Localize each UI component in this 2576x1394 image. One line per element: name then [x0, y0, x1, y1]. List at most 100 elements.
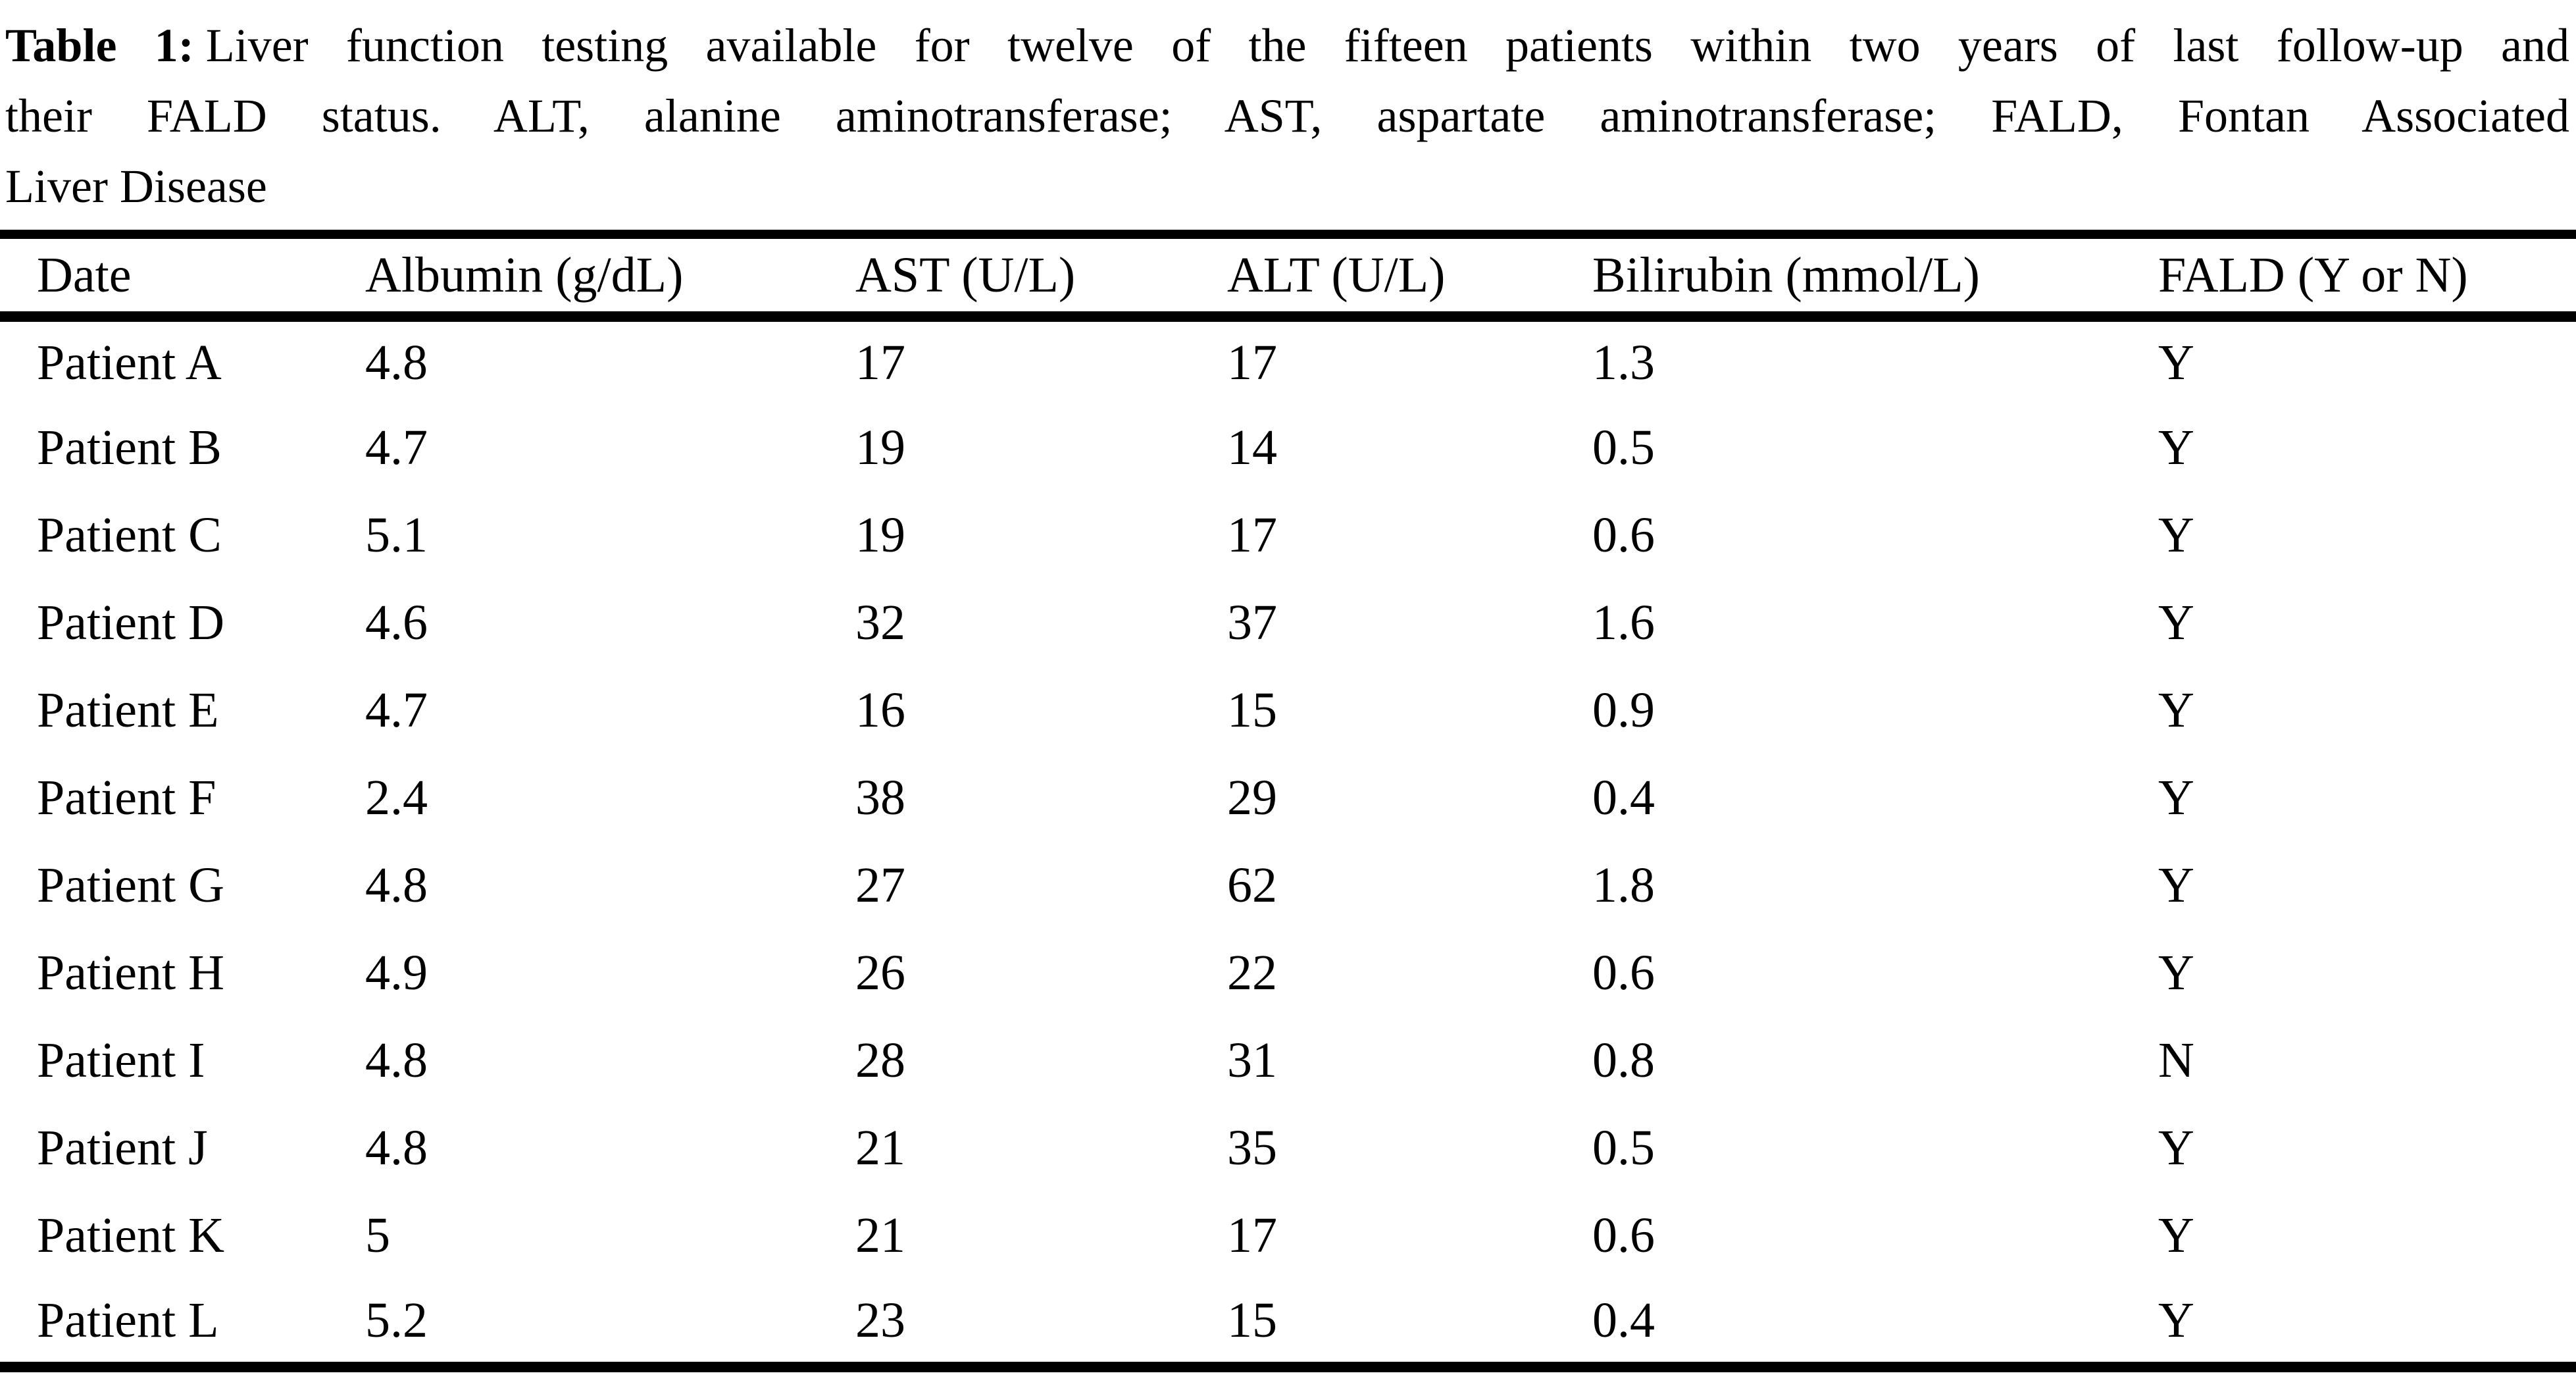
cell-fald: Y — [2158, 595, 2194, 650]
cell-alt: 35 — [1227, 1120, 1277, 1175]
cell-fald: Y — [2158, 420, 2194, 475]
cell-alt: 22 — [1227, 945, 1277, 1000]
cell-fald: N — [2158, 1033, 2194, 1088]
cell-alt: 31 — [1227, 1033, 1277, 1088]
cell-date: Patient L — [37, 1293, 219, 1348]
caption-line-3: Liver Disease — [5, 151, 2569, 222]
cell-alt: 62 — [1227, 858, 1277, 913]
cell-albumin: 4.7 — [365, 420, 428, 475]
table-number-label: Table 1: — [5, 19, 194, 72]
cell-ast: 16 — [855, 683, 905, 738]
cell-date: Patient I — [37, 1033, 205, 1088]
table-row: Patient F 2.4 38 29 0.4 Y — [0, 754, 2576, 842]
cell-ast: 32 — [855, 595, 905, 650]
cell-alt: 14 — [1227, 420, 1277, 475]
cell-date: Patient C — [37, 507, 222, 563]
table-row: Patient K 5 21 17 0.6 Y — [0, 1192, 2576, 1279]
cell-bilirubin: 0.9 — [1592, 683, 1655, 738]
cell-date: Patient B — [37, 420, 222, 475]
cell-date: Patient F — [37, 770, 216, 825]
cell-bilirubin: 1.6 — [1592, 595, 1655, 650]
column-header-bilirubin: Bilirubin (mmol/L) — [1592, 247, 1980, 303]
cell-albumin: 4.8 — [365, 1033, 428, 1088]
cell-alt: 15 — [1227, 683, 1277, 738]
cell-alt: 37 — [1227, 595, 1277, 650]
column-header-fald: FALD (Y or N) — [2158, 247, 2468, 303]
caption-line-2: their FALD status. ALT, alanine aminotra… — [5, 81, 2569, 151]
column-header-alt: ALT (U/L) — [1227, 247, 1446, 303]
cell-albumin: 5.1 — [365, 507, 428, 563]
cell-ast: 17 — [855, 335, 905, 390]
table-caption: Table 1: Liver function testing available… — [0, 0, 2576, 222]
cell-albumin: 4.8 — [365, 858, 428, 913]
cell-fald: Y — [2158, 507, 2194, 563]
table-row: Patient L 5.2 23 15 0.4 Y — [0, 1279, 2576, 1367]
cell-bilirubin: 0.5 — [1592, 1120, 1655, 1175]
liver-function-table: Date Albumin (g/dL) AST (U/L) ALT (U/L) … — [0, 230, 2576, 1372]
table-row: Patient A 4.8 17 17 1.3 Y — [0, 317, 2576, 404]
caption-text-2: their FALD status. ALT, alanine aminotra… — [5, 90, 2569, 142]
column-header-albumin: Albumin (g/dL) — [365, 247, 684, 303]
cell-ast: 21 — [855, 1120, 905, 1175]
table-row: Patient I 4.8 28 31 0.8 N — [0, 1017, 2576, 1104]
cell-alt: 15 — [1227, 1293, 1277, 1348]
cell-ast: 19 — [855, 420, 905, 475]
cell-date: Patient H — [37, 945, 224, 1000]
cell-ast: 27 — [855, 858, 905, 913]
cell-fald: Y — [2158, 335, 2194, 390]
column-header-date: Date — [37, 247, 132, 303]
cell-date: Patient E — [37, 683, 219, 738]
cell-ast: 28 — [855, 1033, 905, 1088]
table-row: Patient C 5.1 19 17 0.6 Y — [0, 492, 2576, 579]
cell-albumin: 4.8 — [365, 335, 428, 390]
table-row: Patient E 4.7 16 15 0.9 Y — [0, 667, 2576, 754]
cell-date: Patient D — [37, 595, 224, 650]
cell-date: Patient G — [37, 858, 224, 913]
cell-bilirubin: 0.6 — [1592, 945, 1655, 1000]
cell-date: Patient A — [37, 335, 222, 390]
cell-albumin: 2.4 — [365, 770, 428, 825]
cell-ast: 38 — [855, 770, 905, 825]
cell-alt: 17 — [1227, 1208, 1277, 1263]
cell-bilirubin: 0.8 — [1592, 1033, 1655, 1088]
cell-ast: 21 — [855, 1208, 905, 1263]
cell-albumin: 4.6 — [365, 595, 428, 650]
cell-bilirubin: 0.4 — [1592, 770, 1655, 825]
table-body: Patient A 4.8 17 17 1.3 Y Patient B 4.7 19 14 0.5 Y… — [0, 317, 2576, 1367]
cell-albumin: 4.8 — [365, 1120, 428, 1175]
table-row: Patient H 4.9 26 22 0.6 Y — [0, 929, 2576, 1017]
table-header-row: Date Albumin (g/dL) AST (U/L) ALT (U/L) … — [0, 234, 2576, 317]
table-row: Patient J 4.8 21 35 0.5 Y — [0, 1104, 2576, 1192]
cell-alt: 17 — [1227, 507, 1277, 563]
table-row: Patient G 4.8 27 62 1.8 Y — [0, 842, 2576, 929]
cell-albumin: 4.7 — [365, 683, 428, 738]
cell-bilirubin: 0.4 — [1592, 1293, 1655, 1348]
table-row: Patient B 4.7 19 14 0.5 Y — [0, 404, 2576, 492]
cell-bilirubin: 1.3 — [1592, 335, 1655, 390]
cell-albumin: 5 — [365, 1208, 390, 1263]
cell-bilirubin: 1.8 — [1592, 858, 1655, 913]
cell-bilirubin: 0.6 — [1592, 1208, 1655, 1263]
caption-text-3: Liver Disease — [5, 160, 267, 213]
cell-alt: 29 — [1227, 770, 1277, 825]
cell-bilirubin: 0.6 — [1592, 507, 1655, 563]
cell-ast: 23 — [855, 1293, 905, 1348]
cell-ast: 19 — [855, 507, 905, 563]
cell-date: Patient K — [37, 1208, 224, 1263]
cell-date: Patient J — [37, 1120, 208, 1175]
caption-line-1: Table 1: Liver function testing available… — [5, 11, 2569, 81]
cell-fald: Y — [2158, 945, 2194, 1000]
cell-alt: 17 — [1227, 335, 1277, 390]
cell-albumin: 4.9 — [365, 945, 428, 1000]
caption-text-1: Liver function testing available for twe… — [205, 19, 2569, 72]
cell-albumin: 5.2 — [365, 1293, 428, 1348]
cell-fald: Y — [2158, 1208, 2194, 1263]
cell-fald: Y — [2158, 1293, 2194, 1348]
cell-fald: Y — [2158, 1120, 2194, 1175]
cell-fald: Y — [2158, 770, 2194, 825]
cell-fald: Y — [2158, 858, 2194, 913]
column-header-ast: AST (U/L) — [855, 247, 1076, 303]
cell-fald: Y — [2158, 683, 2194, 738]
cell-bilirubin: 0.5 — [1592, 420, 1655, 475]
